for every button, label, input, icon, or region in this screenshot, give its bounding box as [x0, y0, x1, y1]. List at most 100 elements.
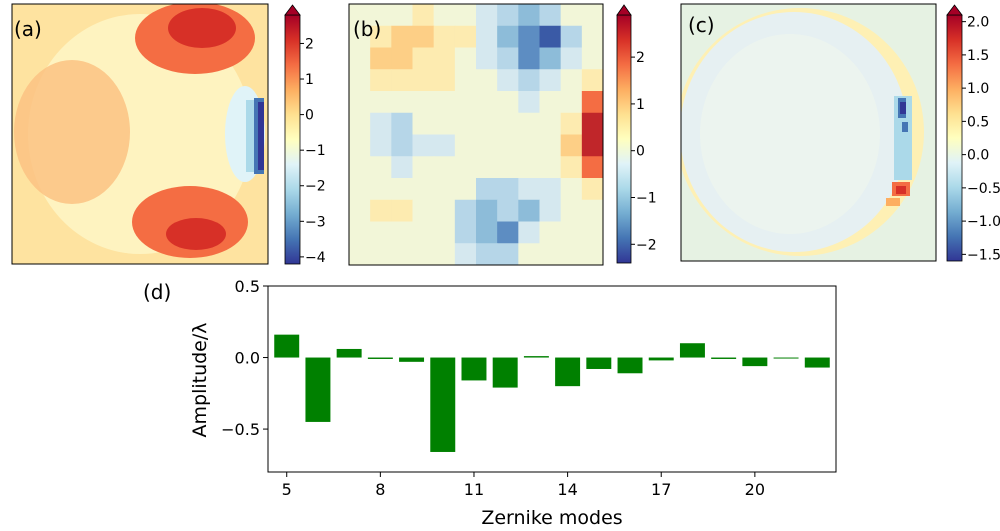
heatmap-cell — [539, 243, 562, 265]
panel-c: (c) — [680, 3, 937, 262]
y-tick-label: 0.5 — [235, 277, 260, 296]
heatmap-cell — [497, 243, 519, 265]
heatmap-cell — [560, 4, 583, 27]
heatmap-cell — [454, 199, 477, 222]
heatmap-cell — [518, 4, 540, 27]
heatmap-cell — [391, 134, 413, 157]
x-tick-label: 20 — [745, 480, 765, 499]
heatmap-cell — [433, 199, 456, 222]
heatmap-cell — [349, 69, 371, 92]
heatmap-cell — [391, 221, 413, 244]
colorbar-tick-label: 0 — [305, 108, 314, 124]
colorbar: 2.0 1.5 1.0 0.5 0.0 −0.5 −1.0 −1.5 — [946, 4, 1000, 263]
bar — [523, 356, 549, 358]
heatmap-cell — [454, 178, 477, 201]
panel-a-label: (a) — [14, 17, 42, 41]
heatmap-cell — [454, 134, 477, 157]
heatmap-cell — [433, 4, 456, 27]
heatmap-cell — [560, 91, 583, 114]
heatmap-cell — [349, 112, 371, 135]
colorbar-tick-label: −2 — [305, 179, 326, 195]
panel-d: (d) 5 8 11 14 17 20 0.5 0.0 −0.5 Zernike modes A… — [143, 277, 837, 529]
colorbar-extend-arrow — [284, 4, 301, 16]
colorbar-tick-label: 1.0 — [967, 81, 989, 97]
heatmap-cell — [412, 112, 435, 135]
heatmap-cell — [433, 178, 456, 201]
heatmap-cell — [560, 112, 583, 135]
heatmap-cell — [433, 134, 456, 157]
heatmap-cell — [497, 4, 519, 27]
colorbar-tick-label: 2.0 — [967, 15, 989, 31]
x-axis-label: Zernike modes — [481, 507, 622, 529]
colorbar-tick-label: −1.5 — [967, 247, 1000, 263]
bar — [648, 357, 674, 361]
x-tick-label: 8 — [375, 480, 385, 499]
heatmap-cell — [581, 47, 603, 70]
bar — [742, 357, 768, 367]
heatmap-cell — [539, 25, 562, 48]
colorbar-tick-label: −0.5 — [967, 181, 1000, 197]
heatmap-cell — [539, 91, 562, 114]
heatmap-cell — [560, 134, 583, 157]
heatmap-cell — [433, 156, 456, 179]
heatmap-cell — [539, 134, 562, 157]
bar — [367, 357, 393, 359]
heatmap-cell — [412, 221, 435, 244]
y-tick-label: 0.0 — [235, 349, 260, 368]
bar — [555, 357, 581, 387]
heatmap-cell — [560, 221, 583, 244]
heatmap-cell — [391, 178, 413, 201]
colorbar-gradient — [616, 14, 632, 264]
heatmap-cell — [518, 134, 540, 157]
x-tick-label: 5 — [282, 480, 292, 499]
colorbar-tick-label: −2 — [636, 237, 657, 253]
heatmap-cell — [349, 47, 371, 70]
heatmap-cell — [391, 4, 413, 27]
heatmap-cell — [560, 199, 583, 222]
heatmap-cell — [370, 91, 392, 114]
colorbar-tick-label: −3 — [305, 214, 326, 230]
heatmap-cell — [349, 156, 371, 179]
heatmap-cell — [391, 112, 413, 135]
heatmap-cell — [370, 4, 392, 27]
bar — [679, 343, 705, 358]
heatmap-cell — [454, 91, 477, 114]
heatmap-cell — [518, 69, 540, 92]
heatmap-cell — [497, 69, 519, 92]
heatmap-cell — [433, 47, 456, 70]
heatmap-cell — [497, 112, 519, 135]
heatmap-cell — [560, 47, 583, 70]
bar — [804, 357, 830, 368]
heatmap-cell — [560, 156, 583, 179]
plot-frame — [267, 285, 837, 473]
heatmap-cell — [433, 25, 456, 48]
heatmap-cell — [412, 178, 435, 201]
heatmap-cell — [370, 112, 392, 135]
heatmap-cell — [581, 25, 603, 48]
heatmap-cell — [433, 221, 456, 244]
heatmap-cell — [497, 25, 519, 48]
colorbar-tick-label: 1 — [305, 72, 314, 88]
heatmap-cell — [581, 156, 603, 179]
bar — [586, 357, 612, 369]
heatmap-cell — [412, 4, 435, 27]
heatmap-cell — [539, 69, 562, 92]
bar — [336, 348, 362, 358]
bar — [461, 357, 487, 381]
heatmap-cell — [476, 134, 498, 157]
colorbar-tick-label: −4 — [305, 250, 326, 266]
panel-a: (a) — [11, 3, 269, 265]
colorbar-tick-label: 1.5 — [967, 48, 989, 64]
x-tick-label: 17 — [651, 480, 671, 499]
panel-b-heatmap — [349, 4, 603, 265]
colorbar-tick-label: 0.5 — [967, 114, 989, 130]
heatmap-cell — [581, 134, 603, 157]
heatmap-cell — [539, 221, 562, 244]
heatmap-cell — [581, 4, 603, 27]
heatmap-cell — [412, 134, 435, 157]
heatmap-cell — [497, 156, 519, 179]
colorbar: 2 1 0 −1 −2 −3 −4 — [284, 4, 326, 266]
heatmap-cell — [412, 91, 435, 114]
heatmap-cell — [454, 25, 477, 48]
